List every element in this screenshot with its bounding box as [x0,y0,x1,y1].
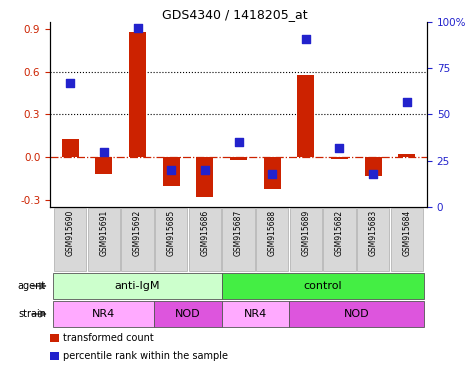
Bar [222,273,424,300]
Bar [331,157,348,159]
Text: GDS4340 / 1418205_at: GDS4340 / 1418205_at [162,8,307,21]
Point [268,170,276,177]
Bar [54,208,86,271]
Bar [88,208,120,271]
Bar [53,273,222,300]
Text: GSM915682: GSM915682 [335,210,344,256]
Bar [357,208,389,271]
Text: GSM915687: GSM915687 [234,210,243,256]
Bar [323,208,356,271]
Bar [53,301,154,328]
Text: NR4: NR4 [92,309,115,319]
Text: NR4: NR4 [244,309,267,319]
Point [167,167,175,173]
Bar [129,32,146,157]
Text: GSM915684: GSM915684 [402,210,411,256]
Point [134,25,141,31]
Bar [62,139,79,157]
Bar [197,157,213,197]
Text: control: control [303,281,342,291]
Bar [297,74,314,157]
Bar [256,208,288,271]
Text: NOD: NOD [175,309,201,319]
Bar [264,157,280,189]
Text: GSM915683: GSM915683 [369,210,378,256]
Text: GSM915690: GSM915690 [66,210,75,256]
Bar [163,157,180,185]
Text: percentile rank within the sample: percentile rank within the sample [63,351,228,361]
Point [67,80,74,86]
Point [370,170,377,177]
Text: GSM915689: GSM915689 [301,210,310,256]
Text: GSM915686: GSM915686 [200,210,209,256]
Bar [222,208,255,271]
Bar [50,334,60,342]
Bar [222,301,289,328]
Bar [289,301,424,328]
Point [100,149,107,155]
Text: GSM915685: GSM915685 [166,210,176,256]
Point [403,98,410,104]
Bar [121,208,154,271]
Bar [154,301,222,328]
Bar [189,208,221,271]
Bar [391,208,423,271]
Bar [155,208,187,271]
Text: NOD: NOD [343,309,369,319]
Bar [96,157,112,174]
Point [235,139,242,145]
Bar [50,352,60,360]
Text: agent: agent [18,281,46,291]
Bar [230,157,247,160]
Text: anti-IgM: anti-IgM [115,281,160,291]
Text: GSM915692: GSM915692 [133,210,142,256]
Bar [398,154,415,157]
Text: strain: strain [18,309,46,319]
Text: transformed count: transformed count [63,333,154,343]
Text: GSM915691: GSM915691 [99,210,108,256]
Point [302,36,310,42]
Point [201,167,209,173]
Bar [290,208,322,271]
Point [336,145,343,151]
Bar [365,157,382,176]
Text: GSM915688: GSM915688 [268,210,277,256]
